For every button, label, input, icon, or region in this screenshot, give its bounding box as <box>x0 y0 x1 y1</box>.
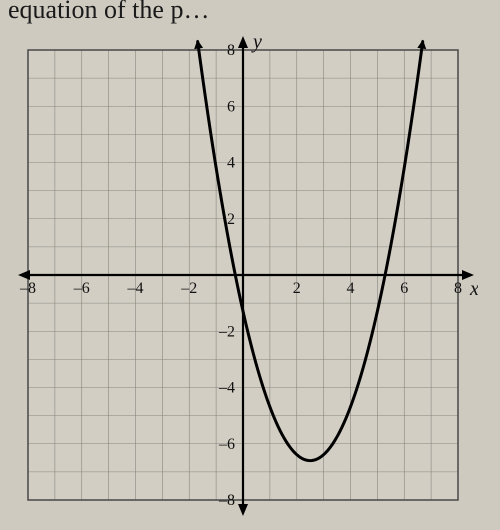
svg-text:–6: –6 <box>73 280 90 297</box>
svg-text:6: 6 <box>227 98 235 115</box>
header-text: equation of the p… <box>8 0 209 25</box>
svg-text:–2: –2 <box>218 323 235 340</box>
svg-text:–2: –2 <box>180 280 197 297</box>
parabola-chart: –8–6–4–22468–8–6–4–22468yx <box>18 30 478 520</box>
svg-text:8: 8 <box>454 280 462 297</box>
svg-text:–6: –6 <box>218 436 235 453</box>
chart-container: –8–6–4–22468–8–6–4–22468yx <box>18 30 478 520</box>
svg-text:y: y <box>251 31 262 53</box>
svg-text:–8: –8 <box>218 492 235 509</box>
svg-text:4: 4 <box>227 155 235 172</box>
svg-text:–8: –8 <box>19 280 36 297</box>
svg-text:4: 4 <box>347 280 355 297</box>
svg-text:2: 2 <box>227 211 235 228</box>
svg-text:8: 8 <box>227 42 235 59</box>
svg-text:–4: –4 <box>218 380 235 397</box>
page: equation of the p… –8 –6 –4 –2 2 4 6 8 –8 –6 –4 –2 2… <box>0 0 500 530</box>
svg-text:x: x <box>469 278 478 300</box>
svg-text:–4: –4 <box>127 280 144 297</box>
svg-text:6: 6 <box>400 280 408 297</box>
svg-text:2: 2 <box>293 280 301 297</box>
